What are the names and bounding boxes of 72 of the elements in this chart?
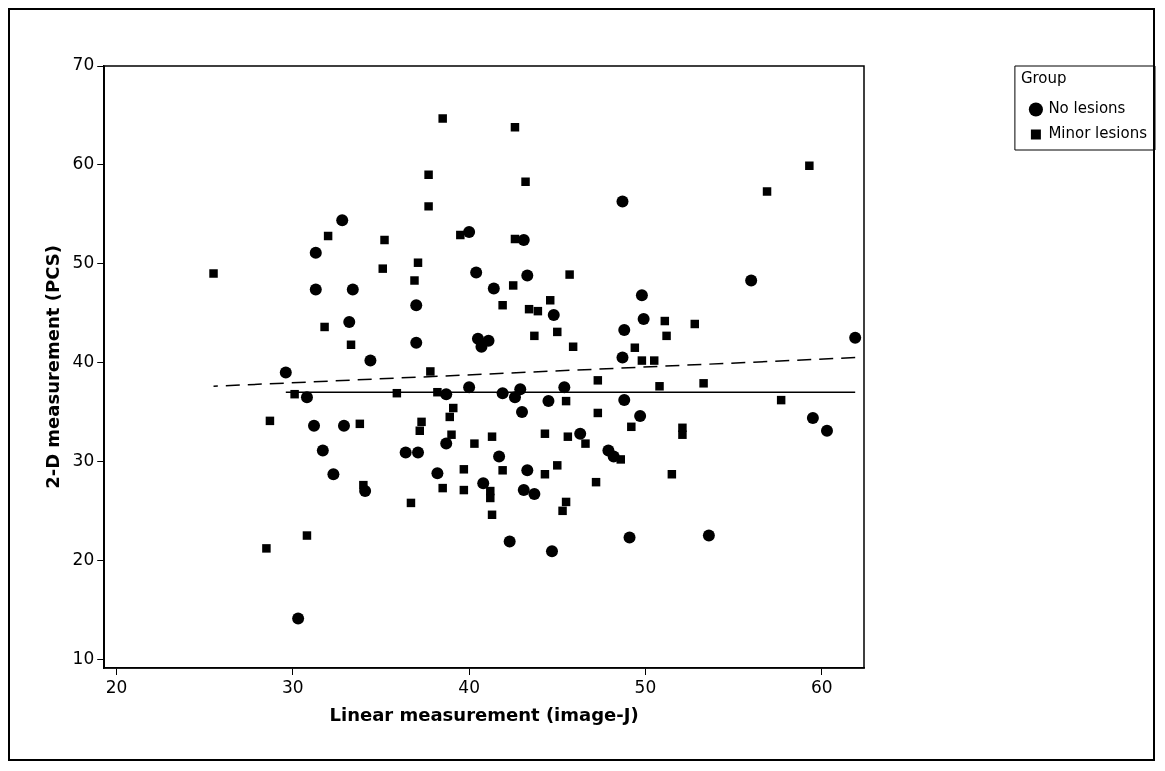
y-tick-label: 10 xyxy=(72,647,95,668)
point xyxy=(745,274,758,287)
point xyxy=(336,214,349,227)
point xyxy=(410,336,423,349)
point xyxy=(618,394,631,407)
point xyxy=(337,419,350,432)
point xyxy=(309,283,322,296)
point xyxy=(327,468,340,481)
point xyxy=(558,381,571,394)
point xyxy=(528,488,541,501)
legend-label: No lesions xyxy=(1048,99,1126,118)
point xyxy=(574,427,587,440)
point xyxy=(635,289,648,302)
point xyxy=(343,316,356,329)
point xyxy=(300,391,313,404)
y-tick-label: 70 xyxy=(72,54,95,75)
point xyxy=(470,266,483,279)
y-axis-title: 2-D measurement (PCS) xyxy=(42,245,64,489)
y-tick-label: 20 xyxy=(72,548,95,569)
point xyxy=(346,283,359,296)
point xyxy=(503,535,516,548)
x-tick-label: 20 xyxy=(105,676,128,697)
y-tick-label: 60 xyxy=(72,153,95,174)
point xyxy=(440,437,453,450)
point xyxy=(623,531,636,544)
x-tick-label: 30 xyxy=(282,676,304,697)
point xyxy=(849,331,862,344)
point xyxy=(547,309,560,322)
point xyxy=(308,419,321,432)
point xyxy=(702,529,715,542)
point xyxy=(359,485,372,498)
point xyxy=(477,477,490,490)
point xyxy=(517,233,530,246)
point xyxy=(618,323,631,336)
point xyxy=(637,313,650,326)
point xyxy=(542,395,555,408)
point xyxy=(806,411,819,424)
point xyxy=(634,409,647,422)
x-tick-label: 60 xyxy=(810,676,833,697)
point xyxy=(521,464,534,477)
point xyxy=(410,299,423,312)
point xyxy=(463,226,476,239)
point xyxy=(412,446,425,459)
point xyxy=(399,446,412,459)
x-axis-title: Linear measurement (image-J) xyxy=(329,703,639,725)
legend-label: Minor lesions xyxy=(1048,124,1148,143)
x-tick-label: 40 xyxy=(458,676,480,697)
x-tick-label: 50 xyxy=(634,676,657,697)
point xyxy=(309,246,322,259)
point xyxy=(616,351,629,364)
point xyxy=(292,612,305,625)
point xyxy=(279,366,292,379)
point xyxy=(440,388,453,401)
point xyxy=(517,484,530,497)
y-tick-label: 40 xyxy=(72,350,95,371)
point xyxy=(463,381,476,394)
point xyxy=(496,387,509,400)
point xyxy=(316,444,329,457)
point xyxy=(516,405,529,418)
y-tick-label: 50 xyxy=(72,252,95,273)
point xyxy=(364,354,377,367)
point xyxy=(493,450,506,463)
point xyxy=(521,269,534,282)
legend-title: Group xyxy=(1020,69,1067,88)
point xyxy=(820,424,833,437)
y-tick-label: 30 xyxy=(72,449,95,470)
point xyxy=(431,467,444,480)
point xyxy=(545,545,558,558)
point xyxy=(607,450,620,463)
point xyxy=(616,195,629,208)
point xyxy=(487,282,500,295)
point xyxy=(508,391,521,404)
